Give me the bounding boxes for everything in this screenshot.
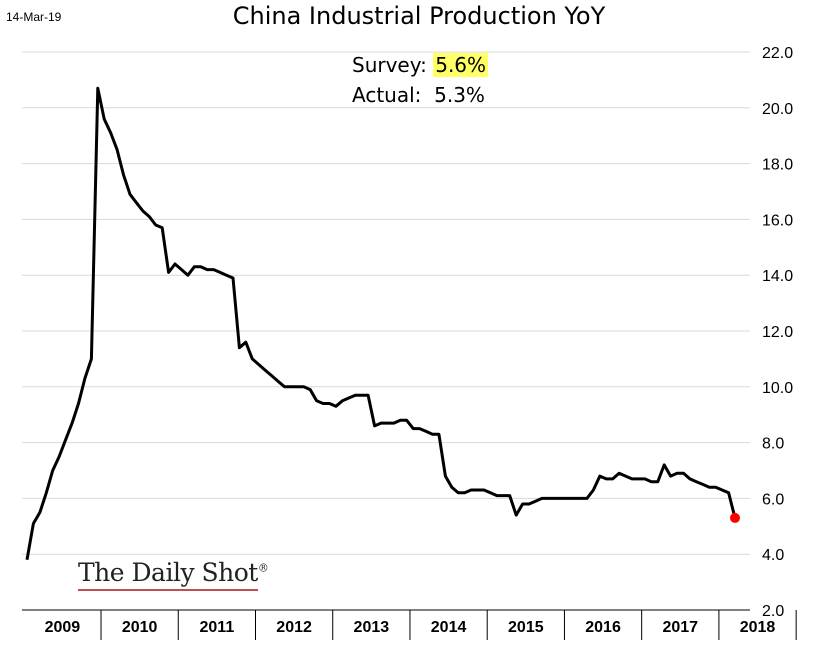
survey-value: 5.6%: [433, 53, 489, 77]
y-tick-label: 14.0: [762, 268, 793, 285]
actual-row: Actual: 5.3%: [352, 80, 488, 110]
y-tick-label: 8.0: [762, 436, 784, 453]
date-label: 14-Mar-19: [6, 10, 62, 24]
x-tick-label: 2018: [740, 619, 776, 636]
watermark-reg-mark: ®: [257, 561, 269, 575]
y-axis-ticks: 2.0 4.0 6.0 8.0 10.0 12.0 14.0 16.0 18.0 20.0 22.0: [762, 45, 793, 620]
chart-title: China Industrial Production YoY: [232, 2, 606, 30]
x-tick-label: 2011: [200, 619, 235, 636]
y-tick-label: 22.0: [762, 45, 793, 62]
survey-actual-box: Survey: 5.6% Actual: 5.3%: [352, 50, 489, 110]
watermark-underline: [78, 589, 258, 591]
y-tick-label: 20.0: [762, 101, 793, 118]
x-tick-label: 2017: [662, 619, 698, 636]
gridlines: [22, 51, 750, 555]
y-tick-label: 16.0: [762, 212, 793, 229]
survey-label: Survey:: [352, 53, 427, 77]
x-tick-label: 2016: [585, 619, 621, 636]
series-group: [25, 86, 740, 561]
x-tick-label: 2013: [354, 619, 390, 636]
actual-value: 5.3%: [434, 83, 485, 107]
y-tick-label: 10.0: [762, 380, 793, 397]
y-tick-label: 12.0: [762, 324, 793, 341]
last-point-marker: [730, 512, 740, 523]
series-line: [25, 86, 737, 561]
x-tick-label: 2015: [508, 619, 544, 636]
actual-label: Actual:: [352, 83, 422, 107]
watermark-text: The Daily Shot: [78, 558, 258, 587]
x-tick-label: 2010: [122, 619, 158, 636]
y-tick-label: 6.0: [762, 491, 784, 508]
y-tick-label: 4.0: [762, 547, 784, 564]
watermark-logo: The Daily Shot®: [78, 558, 269, 587]
survey-row: Survey: 5.6%: [352, 50, 489, 80]
y-tick-label: 18.0: [762, 157, 793, 174]
x-tick-label: 2014: [431, 619, 467, 636]
y-tick-label: 2.0: [762, 603, 784, 620]
x-tick-label: 2012: [276, 619, 312, 636]
x-tick-label: 2009: [45, 619, 81, 636]
x-axis: 2009 2010 2011 2012 2013 2014 2015 2016 2017 2018: [22, 609, 797, 640]
